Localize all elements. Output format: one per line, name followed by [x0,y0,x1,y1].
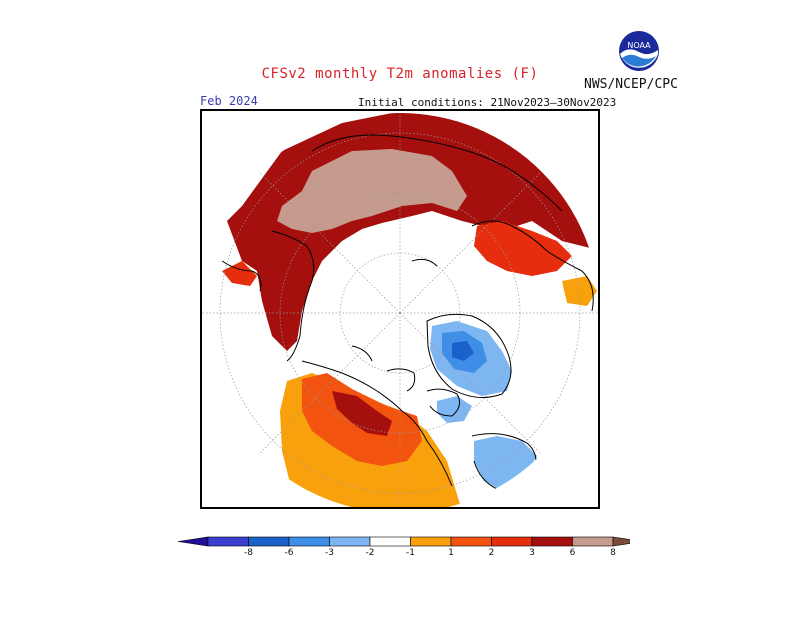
initial-conditions: Initial conditions: 21Nov2023–30Nov2023 [358,96,617,109]
noaa-logo: NOAA [618,30,660,72]
legend-bin [288,536,330,547]
legend-tick-label: -2 [365,548,375,558]
legend-bin [450,536,492,547]
legend-bin-arrow-low [177,536,209,547]
anomaly-region-west-orange-red [222,261,257,286]
polar-stereographic-map [202,113,598,507]
legend-tick-label: 3 [529,548,535,558]
legend-bin-arrow-high [612,536,630,547]
polar-map-frame [200,109,600,509]
legend-bin [531,536,573,547]
legend-bin [572,536,614,547]
legend-bin [248,536,290,547]
anomaly-region-europe-red [474,221,572,276]
legend-colorbar [177,536,630,547]
legend-tick-label: -6 [284,548,294,558]
graticule [202,113,598,507]
legend-tick-label: -8 [244,548,253,558]
legend-tick-label: 2 [488,548,495,558]
agency-label: NWS/NCEP/CPC [584,77,678,92]
anomaly-region-alaska-dark-red [332,391,392,436]
legend-bin [491,536,533,547]
legend-tick-label: 6 [569,548,576,558]
map-title: CFSv2 monthly T2m anomalies (F) [261,66,539,82]
legend-tick-label: 8 [610,548,616,558]
legend-tick-label: -3 [325,548,334,558]
coastlines [221,134,594,490]
anomaly-region-greenland-mid-blue [452,341,474,361]
forecast-month: Feb 2024 [200,94,258,108]
legend-bin [410,536,452,547]
legend-tick-label: 1 [448,548,454,558]
logo-text: NOAA [627,41,651,50]
legend-bin [369,536,411,547]
anomaly-region-scandinavia-orange [562,276,597,306]
legend-bin [329,536,371,547]
anomaly-region-siberia-tan [277,149,467,233]
legend-bin [207,536,249,547]
anomaly-region-baffin-light-blue [437,396,472,423]
legend-tick-label: -1 [406,548,415,558]
